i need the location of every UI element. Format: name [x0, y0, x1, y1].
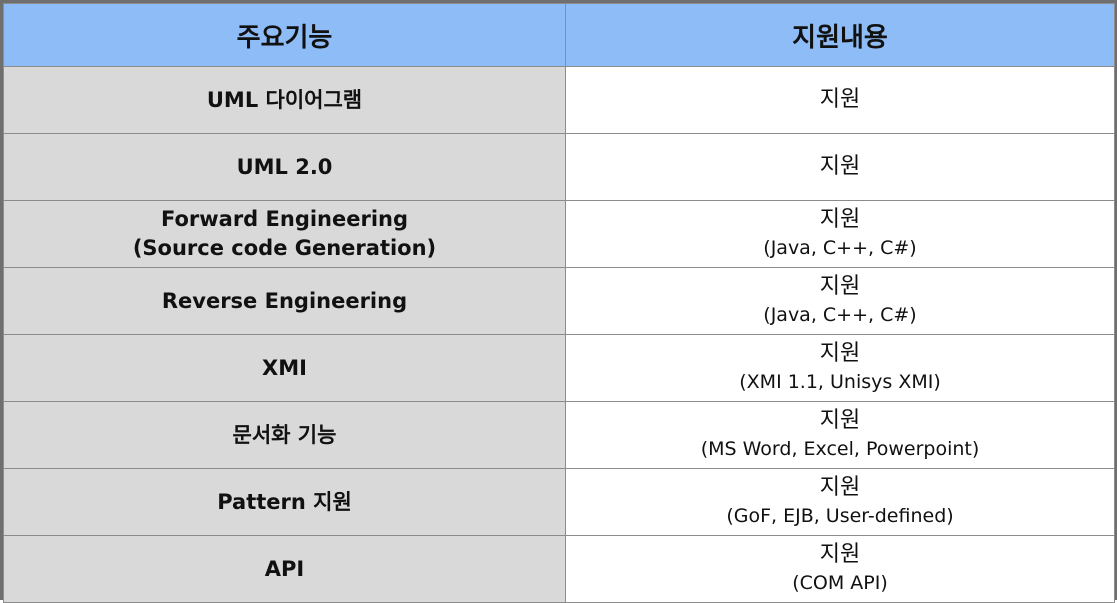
feature-cell: 문서화 기능 [3, 401, 566, 469]
header-main-features: 주요기능 [3, 3, 566, 67]
support-cell: 지원 (MS Word, Excel, Powerpoint) [565, 401, 1115, 469]
feature-subtitle: (Source code Generation) [132, 236, 437, 260]
support-cell: 지원 [565, 66, 1115, 134]
support-details: (Java, C++, C#) [763, 304, 917, 326]
support-status: 지원 [819, 341, 861, 366]
feature-cell: Forward Engineering (Source code Generat… [3, 200, 566, 268]
table-row: Forward Engineering (Source code Generat… [3, 200, 1115, 268]
support-details: (Java, C++, C#) [763, 237, 917, 259]
feature-cell: Reverse Engineering [3, 267, 566, 335]
table-row: UML 2.0 지원 [3, 133, 1115, 201]
table-row: XMI 지원 (XMI 1.1, Unisys XMI) [3, 334, 1115, 402]
support-status: 지원 [819, 542, 861, 567]
feature-support-table: 주요기능 지원내용 UML 다이어그램 지원 UML 2.0 지원 [3, 3, 1115, 603]
table-row: 문서화 기능 지원 (MS Word, Excel, Powerpoint) [3, 401, 1115, 469]
feature-name: API [264, 556, 305, 581]
support-details: (MS Word, Excel, Powerpoint) [700, 438, 980, 460]
support-details: (XMI 1.1, Unisys XMI) [739, 371, 941, 393]
feature-cell: API [3, 535, 566, 603]
feature-cell: Pattern 지원 [3, 468, 566, 536]
support-cell: 지원 (XMI 1.1, Unisys XMI) [565, 334, 1115, 402]
support-status: 지원 [819, 154, 861, 179]
table-row: UML 다이어그램 지원 [3, 66, 1115, 134]
support-cell: 지원 (Java, C++, C#) [565, 267, 1115, 335]
table-row: Reverse Engineering 지원 (Java, C++, C#) [3, 267, 1115, 335]
feature-name: 문서화 기능 [232, 422, 337, 447]
feature-cell: UML 다이어그램 [3, 66, 566, 134]
support-cell: 지원 (GoF, EJB, User-defined) [565, 468, 1115, 536]
support-cell: 지원 (Java, C++, C#) [565, 200, 1115, 268]
feature-name: Reverse Engineering [161, 288, 408, 313]
feature-cell: XMI [3, 334, 566, 402]
support-status: 지원 [819, 408, 861, 433]
support-status: 지원 [819, 475, 861, 500]
table-row: API 지원 (COM API) [3, 535, 1115, 603]
support-status: 지원 [819, 274, 861, 299]
support-cell: 지원 [565, 133, 1115, 201]
feature-name: UML 2.0 [236, 154, 333, 179]
table-row: Pattern 지원 지원 (GoF, EJB, User-defined) [3, 468, 1115, 536]
support-status: 지원 [819, 87, 861, 112]
header-support-details: 지원내용 [565, 3, 1115, 67]
table-header-row: 주요기능 지원내용 [3, 3, 1115, 67]
support-details: (GoF, EJB, User-defined) [726, 505, 954, 527]
feature-name: Forward Engineering [160, 207, 409, 231]
feature-name: Pattern 지원 [217, 489, 352, 514]
feature-cell: UML 2.0 [3, 133, 566, 201]
feature-name: UML 다이어그램 [206, 87, 363, 112]
support-cell: 지원 (COM API) [565, 535, 1115, 603]
support-status: 지원 [819, 207, 861, 232]
feature-name: XMI [262, 355, 307, 380]
support-details: (COM API) [792, 572, 888, 594]
